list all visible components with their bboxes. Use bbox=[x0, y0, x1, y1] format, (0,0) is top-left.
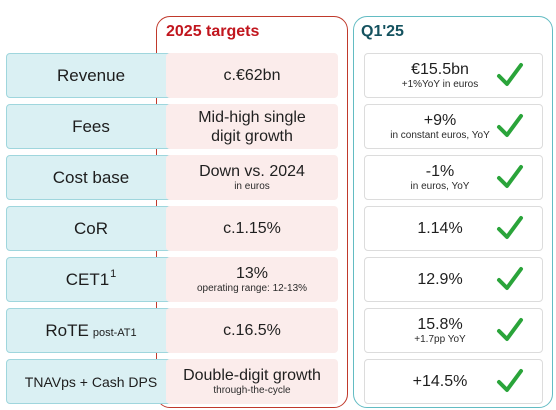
actual-value: +9% bbox=[423, 112, 457, 129]
actual-cell: 1.14% bbox=[364, 206, 543, 251]
metric-row-cet1: CET1 1 13% operating range: 12-13% 12.9% bbox=[0, 257, 556, 302]
actual-note: +1.7pp YoY bbox=[414, 334, 466, 345]
metric-label-text: CET1 bbox=[65, 269, 110, 289]
actual-value: +14.5% bbox=[412, 373, 468, 390]
actual-cell: +9% in constant euros, YoY bbox=[364, 104, 543, 149]
target-note: through-the-cycle bbox=[213, 385, 291, 396]
actual-value: 1.14% bbox=[417, 220, 463, 237]
actual-value: €15.5bn bbox=[411, 61, 469, 78]
check-mark-icon bbox=[497, 165, 523, 188]
target-cell: Double-digit growth through-the-cycle bbox=[166, 359, 338, 404]
target-cell: c.16.5% bbox=[166, 308, 338, 353]
targets-header: 2025 targets bbox=[166, 23, 260, 40]
actual-cell: -1% in euros, YoY bbox=[364, 155, 543, 200]
metric-label: CET1 1 bbox=[6, 257, 176, 302]
check-mark-icon bbox=[497, 216, 523, 239]
metric-label-text: Cost base bbox=[52, 167, 130, 187]
actual-cell: +14.5% bbox=[364, 359, 543, 404]
actual-value: 15.8% bbox=[417, 316, 463, 333]
target-value: c.€62bn bbox=[223, 67, 281, 84]
check-mark-icon bbox=[497, 63, 523, 86]
metric-label: CoR bbox=[6, 206, 176, 251]
check-mark-icon bbox=[497, 318, 523, 341]
metric-row-fees: Fees Mid-high single digit growth +9% in… bbox=[0, 104, 556, 149]
metric-label: Revenue bbox=[6, 53, 176, 98]
target-value: c.1.15% bbox=[223, 220, 281, 237]
actual-note: in constant euros, YoY bbox=[390, 130, 490, 141]
footnote-marker: 1 bbox=[110, 267, 117, 280]
metric-row-rote: RoTE post-AT1 c.16.5% 15.8% +1.7pp YoY bbox=[0, 308, 556, 353]
actual-cell: €15.5bn +1%YoY in euros bbox=[364, 53, 543, 98]
check-mark-icon bbox=[497, 267, 523, 290]
metric-label-text: CoR bbox=[73, 218, 108, 238]
target-cell: Down vs. 2024 in euros bbox=[166, 155, 338, 200]
metric-row-tnavps: TNAVps + Cash DPS Double-digit growth th… bbox=[0, 359, 556, 404]
target-note: in euros bbox=[234, 181, 270, 192]
target-value: Down vs. 2024 bbox=[199, 163, 305, 180]
q1-header: Q1'25 bbox=[361, 23, 404, 40]
target-value: Mid-high single digit growth bbox=[198, 108, 306, 145]
actual-value: 12.9% bbox=[417, 271, 463, 288]
metric-row-revenue: Revenue c.€62bn €15.5bn +1%YoY in euros bbox=[0, 53, 556, 98]
actual-note: in euros, YoY bbox=[410, 181, 470, 192]
metric-label: Cost base bbox=[6, 155, 176, 200]
target-cell: c.€62bn bbox=[166, 53, 338, 98]
metric-label-text: TNAVps + Cash DPS bbox=[24, 373, 158, 390]
metric-label-text: Revenue bbox=[56, 65, 126, 85]
target-value: c.16.5% bbox=[223, 322, 281, 339]
target-cell: Mid-high single digit growth bbox=[166, 104, 338, 149]
metric-label: Fees bbox=[6, 104, 176, 149]
actual-value: -1% bbox=[425, 163, 455, 180]
target-value: Double-digit growth bbox=[183, 367, 321, 384]
metric-label: TNAVps + Cash DPS bbox=[6, 359, 176, 404]
metric-label-text: RoTE bbox=[45, 320, 89, 340]
target-cell: 13% operating range: 12-13% bbox=[166, 257, 338, 302]
actual-cell: 15.8% +1.7pp YoY bbox=[364, 308, 543, 353]
target-note: operating range: 12-13% bbox=[196, 283, 308, 294]
actual-note: +1%YoY in euros bbox=[401, 79, 479, 90]
actual-cell: 12.9% bbox=[364, 257, 543, 302]
metric-row-cor: CoR c.1.15% 1.14% bbox=[0, 206, 556, 251]
metric-row-cost-base: Cost base Down vs. 2024 in euros -1% in … bbox=[0, 155, 556, 200]
metric-label-suffix: post-AT1 bbox=[92, 326, 137, 339]
check-mark-icon bbox=[497, 369, 523, 392]
metric-label-text: Fees bbox=[72, 116, 110, 136]
check-mark-icon bbox=[497, 114, 523, 137]
target-value: 13% bbox=[235, 265, 269, 282]
metric-label: RoTE post-AT1 bbox=[6, 308, 176, 353]
target-cell: c.1.15% bbox=[166, 206, 338, 251]
